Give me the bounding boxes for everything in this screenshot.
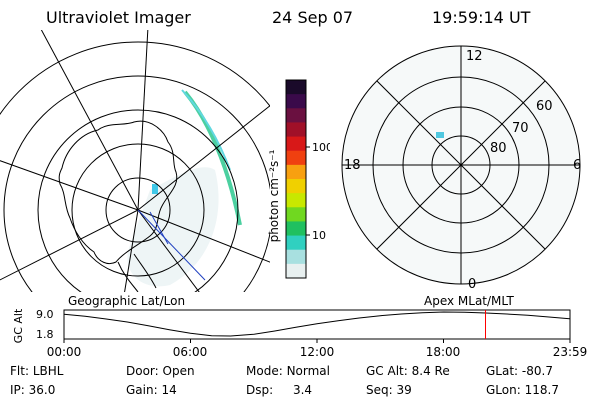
colorbar-stripe [286, 150, 306, 166]
altitude-xtick-1: 06:00 [173, 345, 208, 359]
instrument-title: Ultraviolet Imager [46, 8, 191, 27]
colorbar-stripe [286, 164, 306, 180]
geographic-map [0, 30, 270, 292]
colorbar-stripe [286, 80, 306, 95]
date-label: 24 Sep 07 [272, 8, 354, 27]
colorbar-stripe [286, 179, 306, 194]
mlt-label-18: 18 [344, 158, 361, 173]
magnetic-map: 12 18 6 0 60 70 80 [341, 45, 581, 292]
colorbar-tick-10: 10 [312, 229, 326, 242]
mlat-label-70: 70 [512, 121, 529, 136]
colorbar-stripe [286, 263, 306, 279]
mlt-label-12: 12 [466, 49, 483, 64]
info-mode: Mode: Normal [246, 364, 330, 378]
colorbar: 100 10 photon cm⁻²s⁻¹ [267, 79, 330, 279]
left-map-label: Geographic Lat/Lon [68, 294, 186, 308]
mlt-label-0: 0 [468, 277, 476, 292]
colorbar-stripe [286, 193, 306, 208]
info-gc-alt: GC Alt: 8.4 Re [366, 364, 450, 378]
info-seq: Seq: 39 [366, 383, 412, 397]
colorbar-stripe [286, 235, 306, 251]
mlat-label-60: 60 [536, 99, 553, 114]
info-glon: GLon: 118.7 [486, 383, 559, 397]
altitude-xtick-2: 12:00 [300, 345, 335, 359]
info-dsp: Dsp: 3.4 [246, 383, 313, 397]
altitude-xtick-4: 23:59 [553, 345, 588, 359]
info-gain: Gain: 14 [126, 383, 177, 397]
right-map-label: Apex MLat/MLT [424, 294, 514, 308]
mlat-label-80: 80 [490, 141, 507, 156]
info-door: Door: Open [126, 364, 195, 378]
mlt-label-6: 6 [573, 158, 581, 173]
info-glat: GLat: -80.7 [486, 364, 553, 378]
colorbar-stripe [286, 221, 306, 237]
altitude-ytick-min: 1.8 [36, 328, 54, 341]
info-filter: Flt: LBHL [10, 364, 64, 378]
time-label: 19:59:14 UT [432, 8, 531, 27]
aurora-region [127, 167, 219, 287]
altitude-ytick-max: 9.0 [36, 308, 54, 321]
colorbar-stripe [286, 122, 306, 138]
colorbar-stripe [286, 136, 306, 152]
antarctica-outline [58, 120, 178, 265]
info-ip: IP: 36.0 [10, 383, 56, 397]
colorbar-tick-100: 100 [312, 141, 330, 154]
altitude-ylabel: GC Alt [12, 308, 25, 343]
colorbar-stripe [286, 207, 306, 222]
altitude-xtick-0: 00:00 [47, 345, 82, 359]
altitude-plot: GC Alt 9.0 1.8 00:00 06:00 12:00 18:00 2… [12, 308, 588, 359]
colorbar-gradient [286, 80, 306, 279]
colorbar-stripe [286, 94, 306, 109]
altitude-xtick-3: 18:00 [426, 345, 461, 359]
colorbar-stripe [286, 249, 306, 265]
colorbar-stripe [286, 108, 306, 123]
altitude-curve [63, 311, 570, 337]
colorbar-unit-label: photon cm⁻²s⁻¹ [267, 149, 281, 242]
